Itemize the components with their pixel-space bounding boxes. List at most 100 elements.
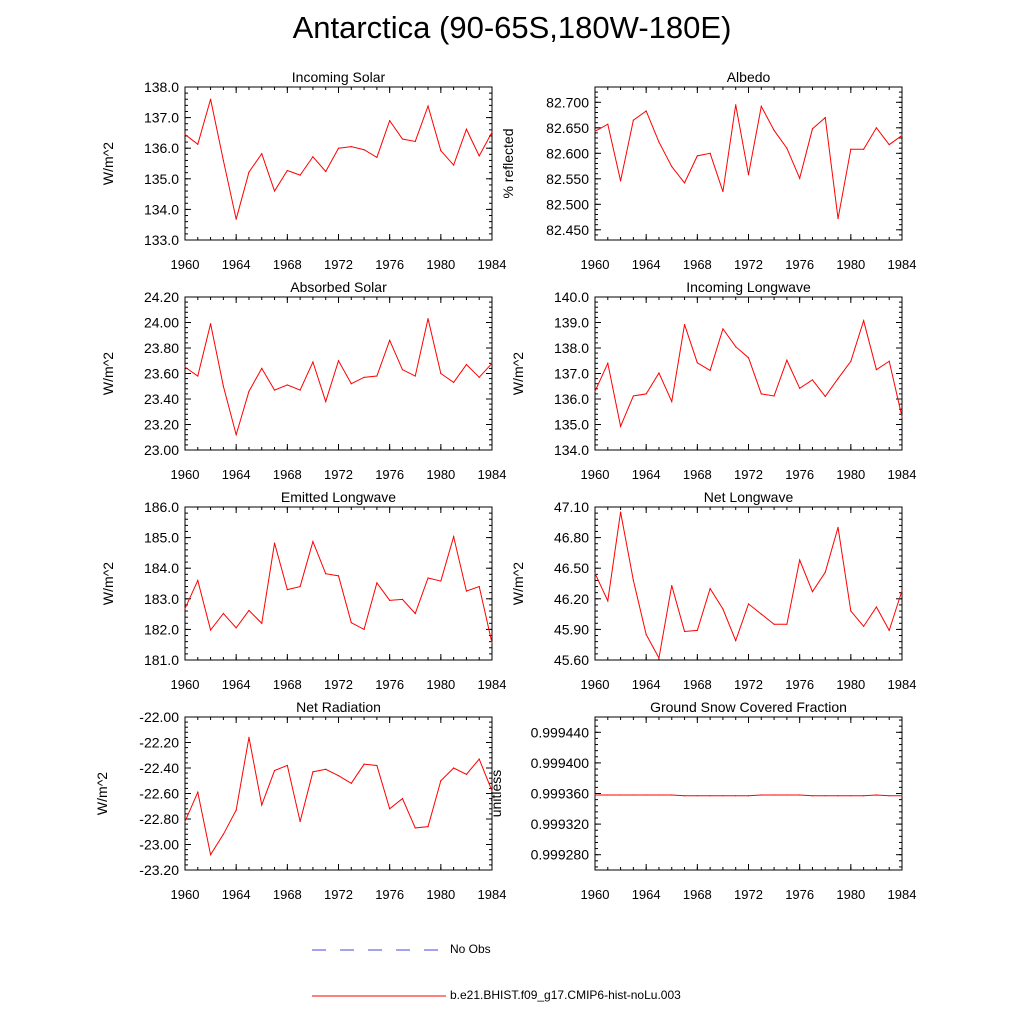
data-point xyxy=(619,511,622,513)
data-point xyxy=(209,629,212,631)
x-tick-label: 1980 xyxy=(426,257,455,272)
data-point xyxy=(619,794,622,796)
data-point xyxy=(850,795,852,797)
data-point xyxy=(722,328,724,330)
data-point xyxy=(696,155,698,157)
panel-title: Emitted Longwave xyxy=(281,489,396,505)
x-tick-label: 1964 xyxy=(632,467,661,482)
data-point xyxy=(222,159,224,162)
y-tick-label: 184.0 xyxy=(144,560,179,576)
data-point xyxy=(619,425,622,427)
y-tick-label: 23.60 xyxy=(144,366,179,382)
x-tick-label: 1976 xyxy=(785,257,814,272)
data-point xyxy=(491,362,493,364)
data-point xyxy=(209,323,212,325)
data-point xyxy=(658,657,660,659)
data-point xyxy=(747,174,750,176)
y-tick-label: 181.0 xyxy=(144,652,179,668)
chart-panel-2: 1960 1964 1968 1972 1976 1980 1984 82.450 82.500… xyxy=(500,69,916,272)
y-tick-label: 140.0 xyxy=(554,289,589,305)
data-point xyxy=(837,217,839,220)
x-tick-label: 1972 xyxy=(734,887,763,902)
data-point xyxy=(389,120,391,122)
y-tick-label: 82.450 xyxy=(546,222,589,238)
data-point xyxy=(453,164,455,166)
plot-frame xyxy=(184,716,493,871)
chart-panel-8: 1960 1964 1968 1972 1976 1980 1984 0.999280 0.99… xyxy=(488,699,916,902)
x-tick-label: 1984 xyxy=(888,887,917,902)
data-point xyxy=(735,640,737,642)
x-tick-label: 1976 xyxy=(375,677,404,692)
x-tick-label: 1972 xyxy=(734,257,763,272)
data-point xyxy=(683,182,686,184)
panel-title: Ground Snow Covered Fraction xyxy=(650,699,847,715)
panel-title: Incoming Solar xyxy=(292,69,386,85)
data-point xyxy=(658,794,660,796)
data-point xyxy=(453,536,455,538)
plot-frame xyxy=(594,296,903,451)
data-point xyxy=(427,826,429,828)
data-point xyxy=(773,623,775,625)
y-tick-label: 134.0 xyxy=(554,442,589,458)
y-tick-label: 183.0 xyxy=(144,591,179,607)
chart-panel-6: 1960 1964 1968 1972 1976 1980 1984 45.60 45.90 46… xyxy=(510,489,916,692)
x-tick-label: 1984 xyxy=(478,677,507,692)
data-point xyxy=(875,606,878,608)
data-point xyxy=(337,360,340,362)
data-point xyxy=(824,117,826,119)
y-tick-label: 0.999360 xyxy=(531,786,590,802)
y-tick-label: -22.80 xyxy=(139,811,179,827)
y-tick-label: 138.0 xyxy=(144,79,179,95)
data-point xyxy=(632,579,634,582)
y-tick-label: 136.0 xyxy=(144,140,179,156)
data-point xyxy=(312,361,314,363)
y-tick-label: 82.650 xyxy=(546,120,589,136)
data-point xyxy=(235,434,237,436)
data-point xyxy=(863,148,865,150)
data-point xyxy=(863,320,865,322)
x-tick-label: 1972 xyxy=(324,887,353,902)
y-tick-label: 46.50 xyxy=(554,560,589,576)
panel-title: Incoming Longwave xyxy=(686,279,811,295)
y-tick-label: 135.0 xyxy=(554,417,589,433)
series-line xyxy=(594,318,903,428)
data-point xyxy=(645,633,647,636)
y-tick-label: 185.0 xyxy=(144,530,179,546)
y-tick-label: -22.00 xyxy=(139,709,179,725)
data-point xyxy=(786,147,788,149)
y-tick-label: 186.0 xyxy=(144,499,179,515)
data-point xyxy=(901,134,903,137)
chart-panel-5: 1960 1964 1968 1972 1976 1980 1984 181.0 182.0 18… xyxy=(100,489,506,692)
y-tick-label: 82.600 xyxy=(546,145,589,161)
data-point xyxy=(465,773,468,775)
y-axis-label: W/m^2 xyxy=(94,772,110,815)
data-point xyxy=(799,794,801,796)
data-point xyxy=(491,131,493,133)
data-point xyxy=(811,591,814,593)
data-point xyxy=(363,628,365,631)
y-tick-label: 136.0 xyxy=(554,391,589,407)
data-point xyxy=(888,144,890,146)
data-point xyxy=(850,610,852,612)
data-point xyxy=(824,395,826,398)
x-tick-label: 1960 xyxy=(581,257,610,272)
y-tick-label: 82.500 xyxy=(546,196,589,212)
chart-panel-7: 1960 1964 1968 1972 1976 1980 1984 -23.20 -23.00… xyxy=(94,699,506,902)
data-point xyxy=(478,155,480,157)
data-point xyxy=(286,169,288,172)
plot-frame xyxy=(184,86,493,241)
data-point xyxy=(389,808,391,810)
data-point xyxy=(312,156,314,158)
data-point xyxy=(607,600,609,602)
data-point xyxy=(607,794,609,796)
x-tick-label: 1968 xyxy=(273,257,302,272)
data-point xyxy=(222,833,224,835)
x-tick-label: 1960 xyxy=(581,887,610,902)
x-tick-label: 1960 xyxy=(171,467,200,482)
data-point xyxy=(414,140,416,143)
figure-title: Antarctica (90-65S,180W-180E) xyxy=(292,10,732,45)
x-tick-label: 1984 xyxy=(888,467,917,482)
x-tick-label: 1976 xyxy=(375,467,404,482)
data-point xyxy=(414,375,416,377)
x-tick-label: 1980 xyxy=(836,887,865,902)
